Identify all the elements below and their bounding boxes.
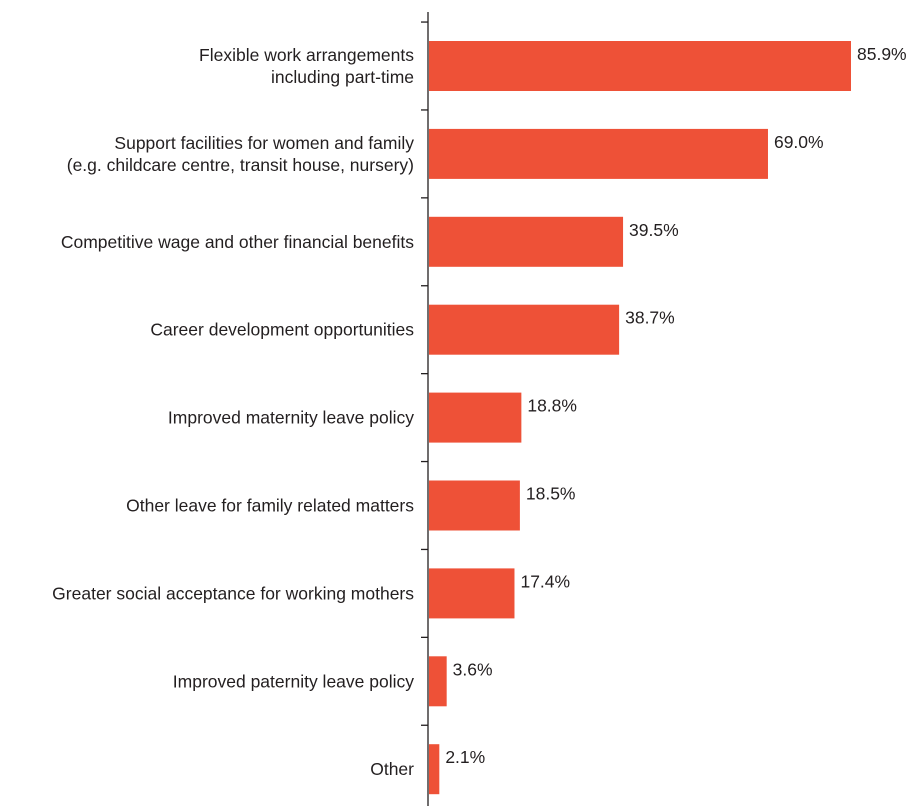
data-label: 18.5% xyxy=(526,484,576,504)
category-label: Career development opportunities xyxy=(150,320,414,340)
bar xyxy=(429,744,440,795)
data-label: 2.1% xyxy=(445,747,485,767)
category-label: Support facilities for women and family xyxy=(114,133,414,153)
data-label: 69.0% xyxy=(774,132,824,152)
data-label: 3.6% xyxy=(453,659,493,679)
bar xyxy=(429,480,520,531)
category-label: Other leave for family related matters xyxy=(126,496,414,516)
category-label: Competitive wage and other financial ben… xyxy=(61,232,414,252)
bar xyxy=(429,304,620,355)
value-labels-group: 85.9% 69.0% 39.5% 38.7% 18.8% 18.5% 17.4% 3.6% 2… xyxy=(445,44,906,767)
data-label: 18.8% xyxy=(527,396,577,416)
category-label: including part-time xyxy=(271,67,414,87)
category-label: (e.g. childcare centre, transit house, n… xyxy=(67,155,414,175)
bar xyxy=(429,392,522,443)
bar xyxy=(429,568,515,619)
data-label: 38.7% xyxy=(625,308,675,328)
category-label: Other xyxy=(370,759,414,779)
category-axis xyxy=(421,12,429,806)
data-label: 17.4% xyxy=(520,571,570,591)
data-label: 39.5% xyxy=(629,220,679,240)
category-label: Greater social acceptance for working mo… xyxy=(52,583,414,603)
category-label: Improved paternity leave policy xyxy=(173,671,414,691)
data-label: 85.9% xyxy=(857,44,907,64)
category-label: Flexible work arrangements xyxy=(199,45,414,65)
bar xyxy=(429,656,447,707)
bars-group xyxy=(429,41,851,795)
bar xyxy=(429,41,851,91)
category-label: Improved maternity leave policy xyxy=(168,408,414,428)
bar xyxy=(429,216,624,267)
bar xyxy=(429,128,768,179)
